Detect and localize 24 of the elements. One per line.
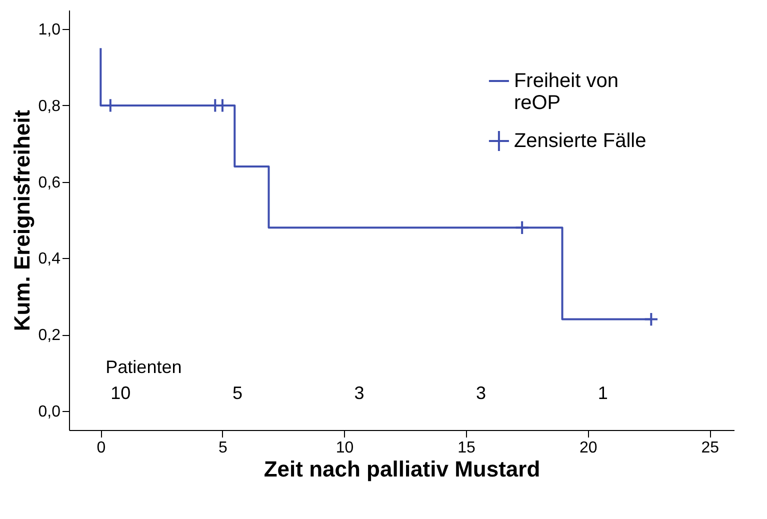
annotation: Patienten bbox=[106, 357, 182, 377]
y-tick-label: 0,6 bbox=[38, 174, 61, 192]
x-tick-label: 20 bbox=[579, 440, 598, 456]
annotation: 10 bbox=[110, 383, 131, 403]
x-tick-label: 25 bbox=[701, 440, 720, 456]
x-tick-label: 15 bbox=[458, 440, 476, 456]
x-tick-label: 10 bbox=[336, 440, 354, 456]
annotation: 3 bbox=[354, 383, 364, 403]
x-tick-label: 0 bbox=[96, 440, 106, 456]
y-tick-label: 0,2 bbox=[38, 327, 61, 344]
y-tick-label: 1,0 bbox=[38, 22, 61, 39]
annotation: 5 bbox=[232, 383, 242, 403]
annotation: 1 bbox=[598, 383, 608, 403]
y-tick-label: 0,8 bbox=[38, 98, 61, 115]
annotation: 3 bbox=[476, 383, 486, 403]
point bbox=[644, 312, 659, 327]
y-tick-label: 0,4 bbox=[38, 250, 61, 268]
x-axis-title: Zeit nach palliativ Mustard bbox=[264, 456, 540, 482]
y-tick-label: 0,0 bbox=[38, 403, 61, 420]
y-axis-title: Kum. Ereignisfreiheit bbox=[9, 109, 34, 332]
legend-label: Zensierte Fälle bbox=[514, 130, 646, 152]
point bbox=[514, 220, 530, 235]
x-tick-label: 5 bbox=[218, 440, 228, 456]
legend-label: Freiheit von reOP bbox=[514, 70, 618, 114]
